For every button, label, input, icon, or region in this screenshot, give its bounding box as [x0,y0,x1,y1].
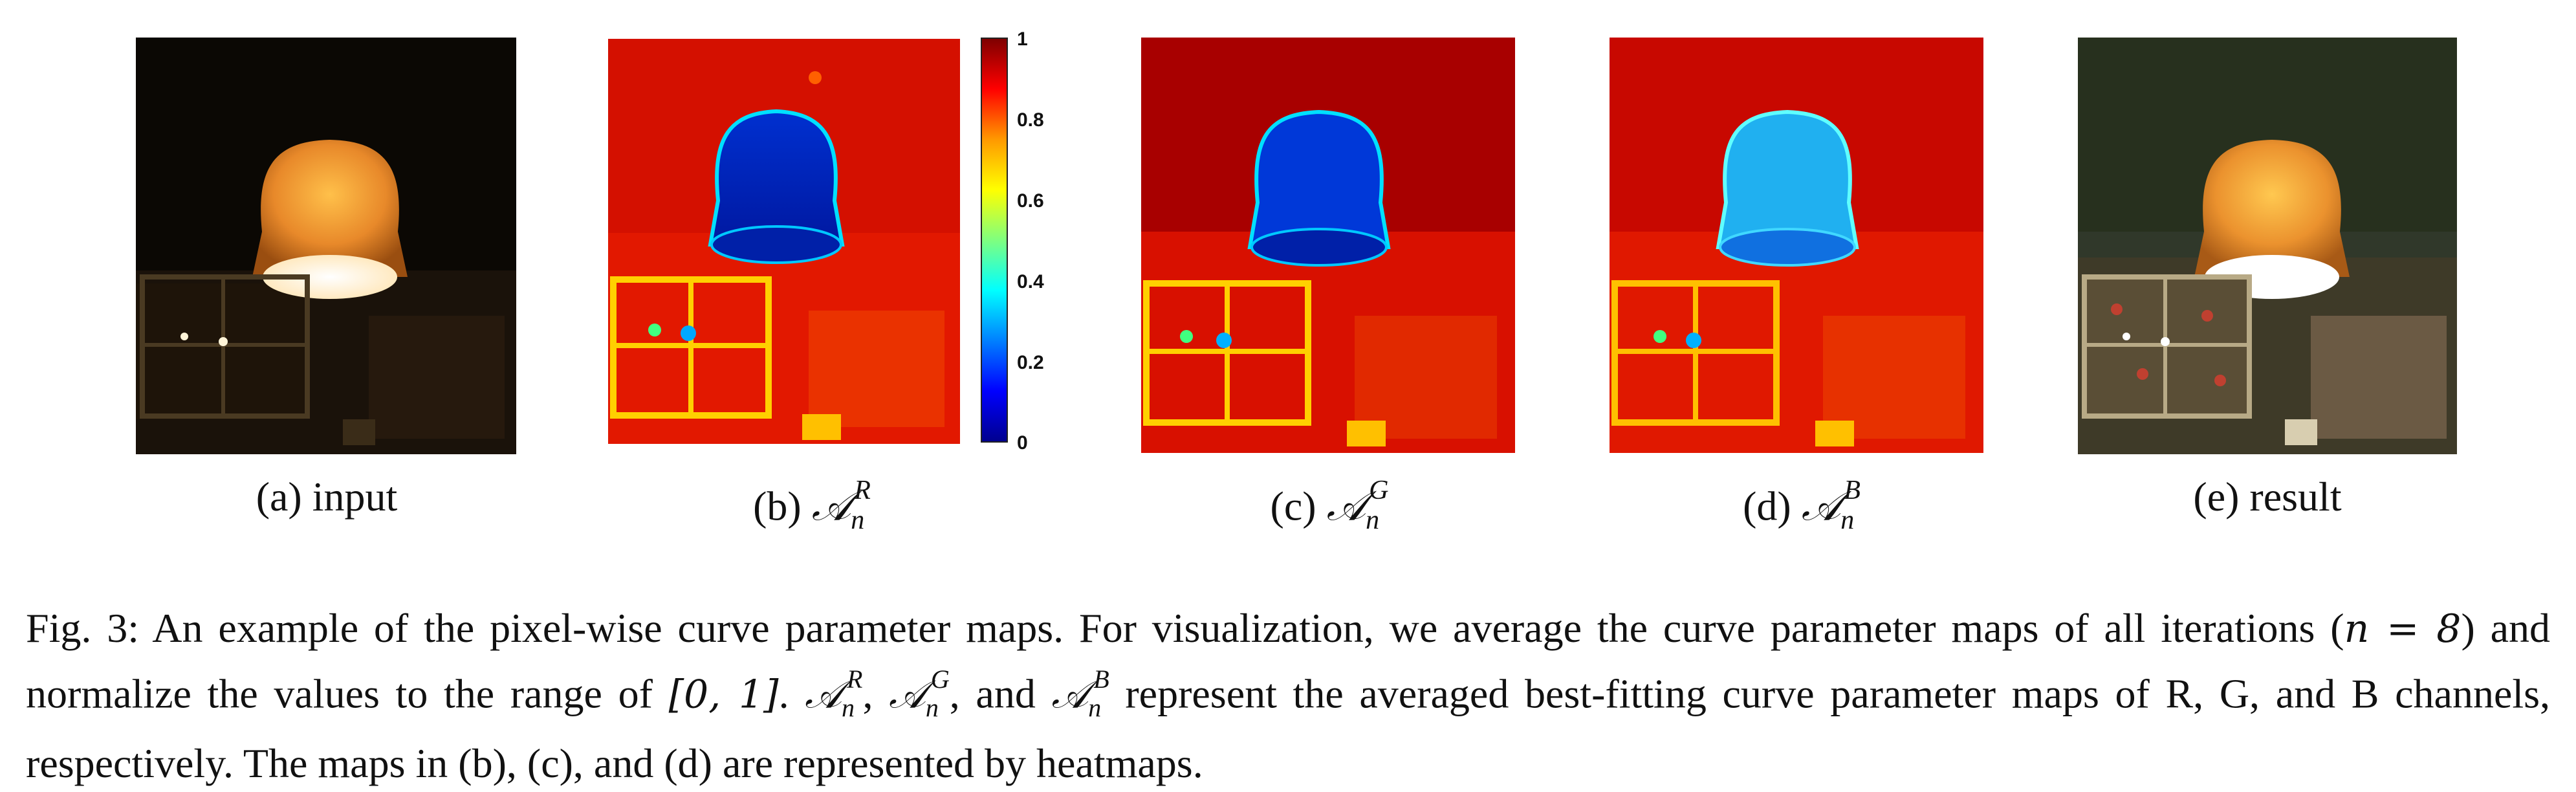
colorbar-tick: 0 [1017,432,1028,454]
colorbar-tick: 0.8 [1017,109,1044,131]
heatmap-r [608,39,960,444]
figure-caption: Fig. 3: An example of the pixel-wise cur… [26,605,2551,787]
caption-ag: (c) 𝒜nG [1270,476,1389,536]
colorbar-tick: 0.4 [1017,271,1044,292]
colorbar-tick: 0.2 [1017,352,1044,373]
colorbar-tick: 0.6 [1017,190,1044,212]
caption-ar: (b) 𝒜nR [753,476,871,536]
colorbar-tick: 1 [1017,28,1028,50]
result-image [2078,38,2457,454]
caption-ab: (d) 𝒜nB [1743,476,1861,536]
heatmap-b [1610,38,1983,453]
caption-input: (a) input [256,474,398,520]
colorbar [981,38,1008,443]
input-image [136,38,516,454]
heatmap-g [1141,38,1515,453]
caption-result: (e) result [2193,474,2342,520]
